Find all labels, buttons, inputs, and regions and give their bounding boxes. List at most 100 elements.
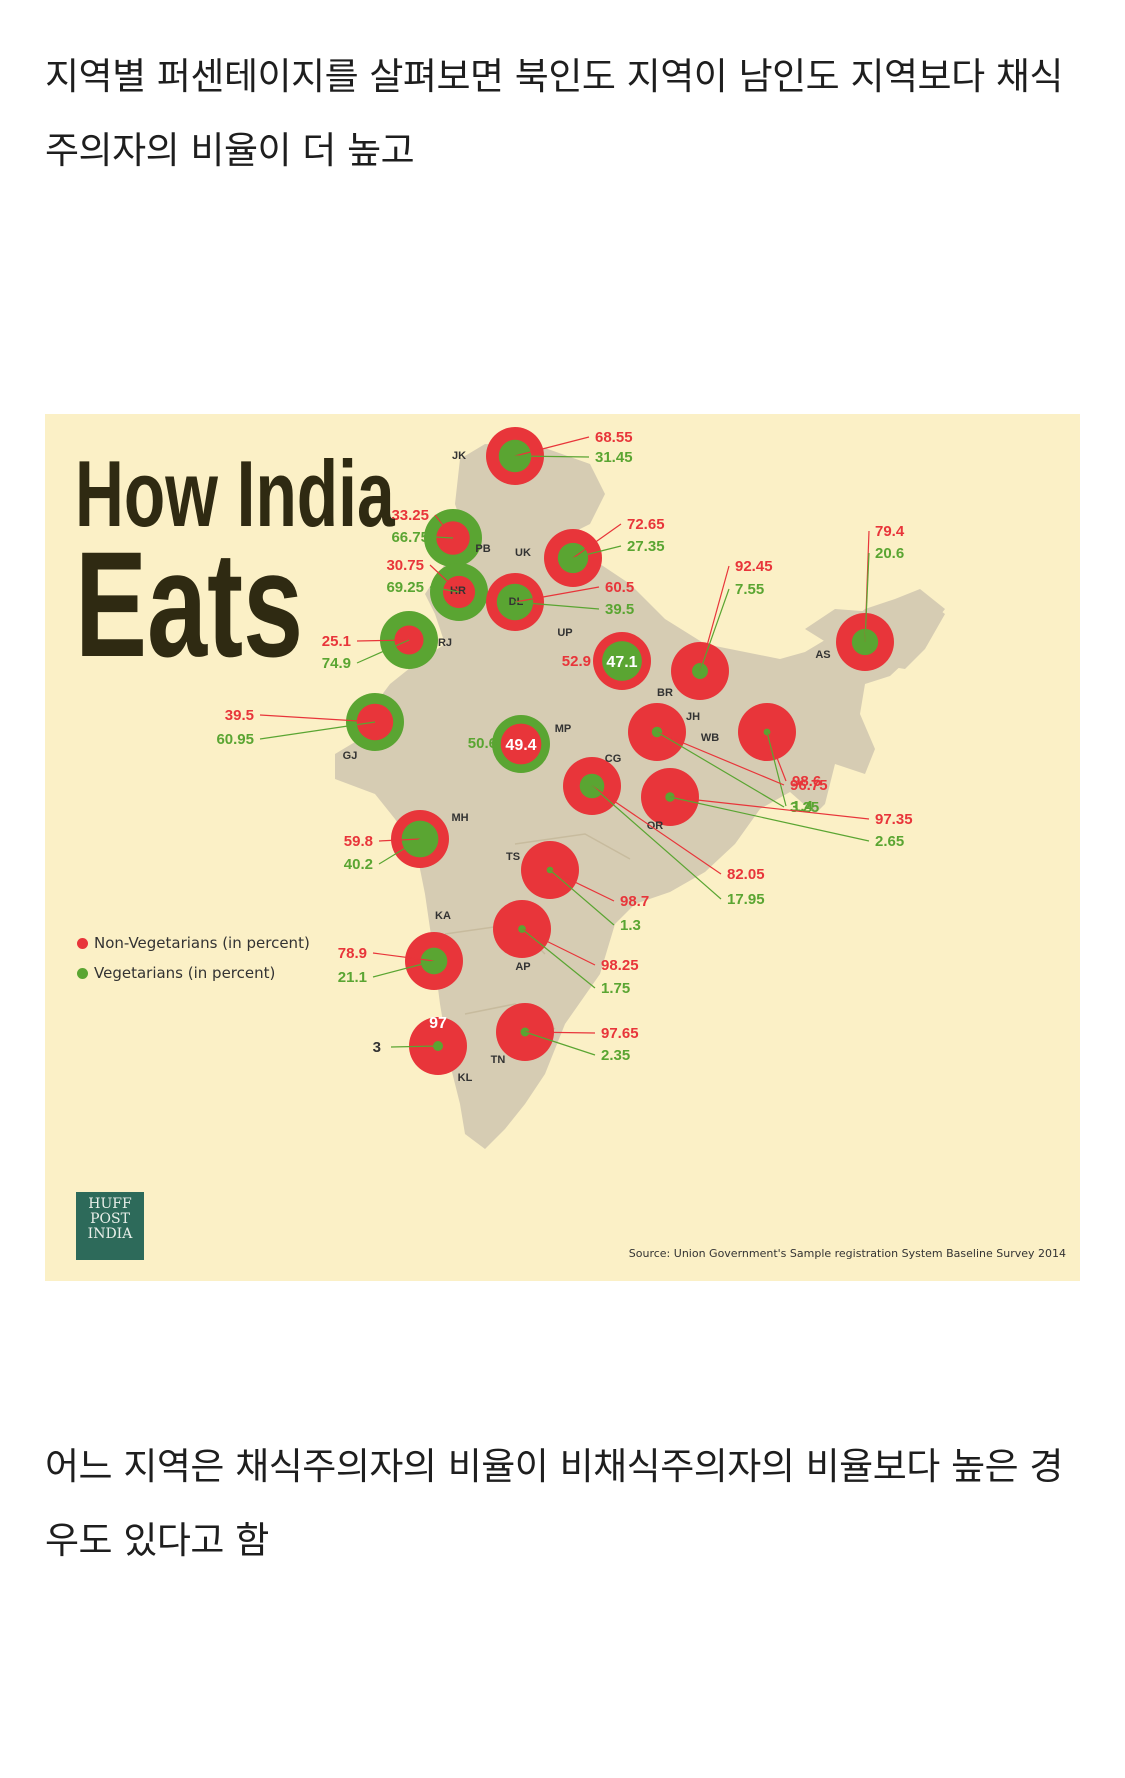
state-code-or: OR [647, 820, 664, 832]
leader-veg-ts [549, 869, 615, 926]
state-code-rj: RJ [438, 637, 452, 649]
value-nonveg-ka: 78.9 [338, 945, 367, 962]
value-veg-mh: 40.2 [344, 856, 373, 873]
value-nonveg-uk: 72.65 [627, 516, 665, 533]
value-nonveg-cg: 82.05 [727, 866, 765, 883]
leader-veg-mp [491, 742, 502, 745]
leader-nonveg-br [699, 565, 730, 672]
leader-nonveg-wb [766, 731, 787, 782]
value-veg-dl: 39.5 [605, 601, 634, 618]
india-map-shape [335, 444, 945, 1149]
leader-veg-uk [572, 545, 622, 559]
state-code-ap: AP [515, 961, 530, 973]
leader-nonveg-ap [521, 928, 596, 966]
logo-line-2: POST [90, 1211, 130, 1227]
logo-line-3: INDIA [87, 1226, 133, 1242]
value-nonveg-br: 92.45 [735, 558, 773, 575]
leader-nonveg-mh [378, 838, 421, 842]
value-nonveg-as: 79.4 [875, 523, 905, 540]
source-citation: Source: Union Government's Sample regist… [628, 1247, 1066, 1260]
leader-veg-dl [514, 601, 600, 610]
value-nonveg-rj: 25.1 [322, 633, 351, 650]
leader-nonveg-dl [514, 586, 600, 603]
value-veg-up: 47.1 [606, 654, 637, 671]
how-india-eats-infographic: JK 68.55 31.45 PB 33.25 66.75 UK 72.65 27.35 HR 30… [45, 414, 1080, 1281]
value-nonveg-mp: 49.4 [505, 737, 536, 754]
value-nonveg-wb: 98.6 [792, 773, 821, 790]
value-veg-rj: 74.9 [322, 655, 351, 672]
value-veg-ts: 1.3 [620, 917, 641, 934]
legend-veg: Vegetarians (in percent) [77, 964, 275, 982]
leader-veg-cg [591, 785, 722, 900]
value-nonveg-up: 52.9 [562, 653, 591, 670]
bubble-wb-inner [763, 728, 771, 736]
value-nonveg-or: 97.35 [875, 811, 913, 828]
leader-veg-mh [378, 838, 421, 865]
leader-nonveg-ka [372, 952, 435, 962]
leader-veg-br [699, 588, 730, 672]
leader-veg-wb [766, 731, 787, 807]
value-veg-ka: 21.1 [338, 969, 367, 986]
bubble-up-inner [602, 641, 642, 681]
leader-veg-pb [434, 536, 454, 539]
value-veg-tn: 2.35 [601, 1047, 630, 1064]
leader-veg-kl [390, 1045, 439, 1048]
state-code-cg: CG [605, 753, 622, 765]
leader-nonveg-ts [549, 869, 615, 902]
value-veg-uk: 27.35 [627, 538, 665, 555]
legend-veg-label: Vegetarians (in percent) [94, 964, 276, 982]
leader-nonveg-cg [591, 785, 722, 875]
legend-veg-dot [77, 968, 88, 979]
value-nonveg-mh: 59.8 [344, 833, 373, 850]
leader-veg-gj [259, 721, 376, 740]
value-nonveg-kl: 97 [429, 1015, 447, 1032]
bubble-mp-inner [500, 723, 542, 765]
state-code-ts: TS [506, 851, 520, 863]
value-nonveg-jh: 96.75 [790, 777, 828, 794]
paragraph-1: 지역별 퍼센테이지를 살펴보면 북인도 지역이 남인도 지역보다 채식주의자의 … [45, 55, 1063, 172]
state-code-kl: KL [458, 1072, 473, 1084]
value-veg-pb: 66.75 [391, 529, 429, 546]
state-code-jh: JH [686, 711, 700, 723]
leader-nonveg-pb [434, 514, 454, 539]
value-veg-jk: 31.45 [595, 449, 633, 466]
value-nonveg-tn: 97.65 [601, 1025, 639, 1042]
state-code-jk: JK [452, 450, 466, 462]
state-code-mp: MP [555, 723, 572, 735]
leader-veg-ka [372, 960, 435, 978]
value-veg-or: 2.65 [875, 833, 904, 850]
value-veg-as: 20.6 [875, 545, 904, 562]
value-nonveg-hr: 30.75 [386, 557, 424, 574]
bubble-rj-inner [394, 625, 424, 655]
value-veg-br: 7.55 [735, 581, 764, 598]
state-code-gj: GJ [343, 750, 358, 762]
legend-non-veg-label: Non-Vegetarians (in percent) [94, 934, 310, 952]
leader-veg-rj [356, 639, 410, 664]
leader-nonveg-jh [656, 731, 785, 786]
value-veg-jh: 3.25 [790, 799, 819, 816]
value-nonveg-pb: 33.25 [391, 507, 429, 524]
value-veg-gj: 60.95 [216, 731, 254, 748]
state-code-up: UP [557, 627, 572, 639]
value-nonveg-dl: 60.5 [605, 579, 634, 596]
value-veg-hr: 69.25 [386, 579, 424, 596]
state-code-tn: TN [491, 1054, 506, 1066]
leader-nonveg-hr [429, 564, 460, 593]
title-eats: Eats [75, 520, 304, 688]
leader-veg-tn [524, 1031, 596, 1056]
leader-veg-or [669, 796, 870, 842]
value-veg-ap: 1.75 [601, 980, 630, 997]
leader-nonveg-jk [514, 436, 590, 457]
state-code-mh: MH [451, 812, 468, 824]
state-code-pb: PB [475, 543, 490, 555]
leader-nonveg-uk [572, 523, 622, 559]
value-veg-mp: 50.6 [468, 735, 497, 752]
legend-non-veg-dot [77, 938, 88, 949]
value-nonveg-ts: 98.7 [620, 893, 649, 910]
state-code-uk: UK [515, 547, 531, 559]
value-veg-kl: 3 [373, 1039, 381, 1056]
value-nonveg-gj: 39.5 [225, 707, 254, 724]
state-code-as: AS [815, 649, 830, 661]
leader-nonveg-gj [259, 714, 376, 723]
huffpost-india-logo: HUFF POST INDIA [76, 1192, 144, 1260]
